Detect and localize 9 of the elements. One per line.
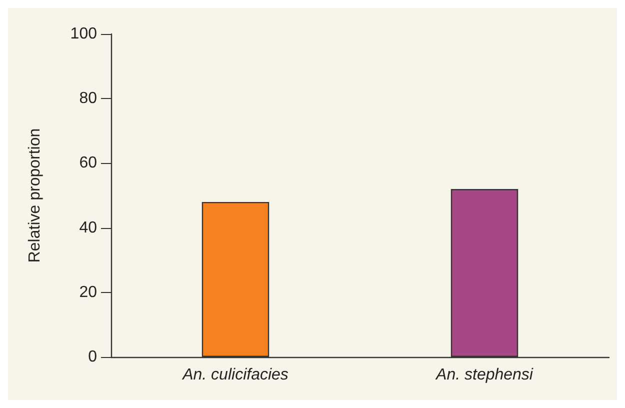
y-tick-label: 0 [88,348,98,366]
y-tick-label: 20 [79,284,98,301]
y-tick-label: 100 [70,26,98,42]
y-axis-title: Relative proportion [26,128,44,263]
y-tick-label: 40 [79,219,98,236]
x-tick-label: An. culicifacies [182,366,288,384]
x-tick-label: An. stephensi [435,366,534,384]
y-tick-label: 60 [79,154,98,172]
y-tick-label: 80 [79,90,98,108]
